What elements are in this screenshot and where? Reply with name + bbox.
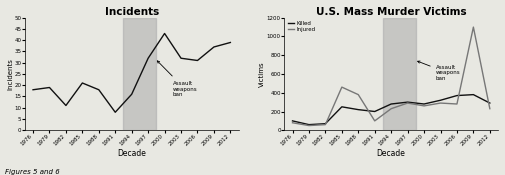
Title: U.S. Mass Murder Victims: U.S. Mass Murder Victims (316, 7, 467, 17)
Line: Killed: Killed (292, 95, 490, 125)
Y-axis label: Incidents: Incidents (7, 58, 13, 90)
Injured (289, 122, 295, 124)
Killed (437, 99, 443, 101)
Killed (289, 120, 295, 122)
Injured (355, 94, 361, 96)
Bar (383, 18, 416, 130)
Injured (388, 108, 394, 110)
Text: Assault
weapons
ban: Assault weapons ban (158, 61, 197, 97)
Injured (454, 103, 460, 105)
Injured (306, 125, 312, 127)
Legend: Killed, Injured: Killed, Injured (287, 20, 316, 33)
Line: Injured: Injured (292, 27, 490, 126)
Killed (405, 101, 411, 103)
Killed (339, 106, 345, 108)
Killed (355, 108, 361, 111)
X-axis label: Decade: Decade (377, 149, 406, 158)
Text: Figures 5 and 6: Figures 5 and 6 (5, 169, 60, 175)
Y-axis label: Victims: Victims (260, 61, 266, 87)
Injured (322, 124, 328, 126)
Killed (306, 124, 312, 126)
Killed (421, 103, 427, 105)
Injured (372, 120, 378, 122)
Killed (388, 103, 394, 105)
Injured (437, 102, 443, 104)
Killed (322, 123, 328, 125)
Injured (421, 105, 427, 107)
Injured (487, 108, 493, 110)
Killed (372, 110, 378, 113)
Text: Assault
weapons
ban: Assault weapons ban (418, 61, 460, 81)
Injured (405, 102, 411, 104)
Killed (487, 102, 493, 104)
Killed (470, 94, 476, 96)
Injured (339, 86, 345, 88)
Title: Incidents: Incidents (105, 7, 159, 17)
Bar (123, 18, 157, 130)
Injured (470, 26, 476, 28)
X-axis label: Decade: Decade (117, 149, 146, 158)
Killed (454, 94, 460, 97)
